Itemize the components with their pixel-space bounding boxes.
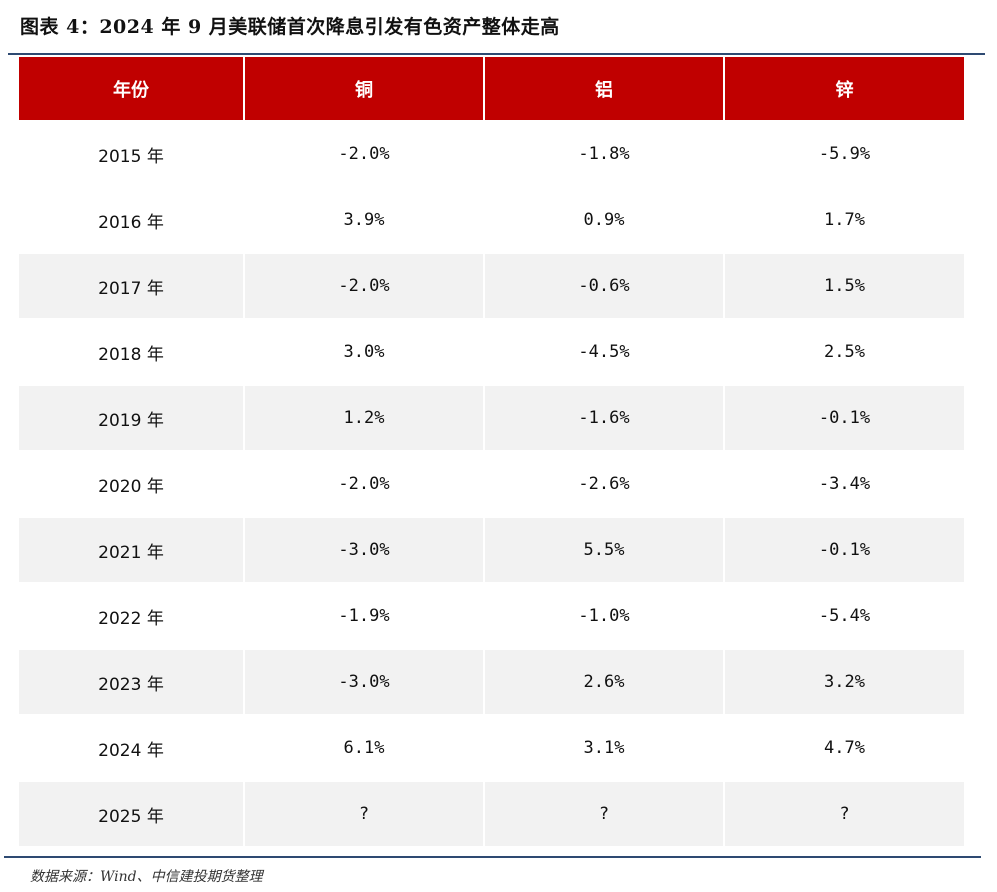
aluminum-cell: -1.0%: [578, 606, 630, 626]
zinc-cell: 3.2%: [725, 650, 964, 714]
copper-cell: ?: [245, 782, 483, 846]
year-cell: 2018 年: [98, 344, 164, 365]
zinc-cell: -3.4%: [818, 474, 871, 494]
source-note: 数据来源：Wind、中信建投期货整理: [30, 869, 263, 885]
zinc-cell: 4.7%: [824, 738, 865, 758]
aluminum-cell: -2.6%: [578, 474, 630, 494]
zinc-cell: -5.9%: [818, 144, 871, 164]
table-row: 2022 年 -1.9% -1.0% -5.4%: [19, 584, 964, 648]
header-copper: 铜: [245, 57, 483, 120]
zinc-cell: -0.1%: [725, 386, 964, 450]
aluminum-cell: ?: [485, 782, 723, 846]
table-body: 2015 年 -2.0% -1.8% -5.9% 2016 年 3.9% 0.9% 1.7% 2…: [19, 122, 964, 846]
header-zinc: 锌: [725, 57, 964, 120]
copper-cell: -3.0%: [245, 650, 483, 714]
zinc-cell: 2.5%: [824, 342, 865, 362]
aluminum-cell: 3.1%: [583, 738, 625, 758]
bottom-rule: [4, 856, 981, 858]
table-row: 2023 年 -3.0% 2.6% 3.2%: [19, 650, 964, 714]
aluminum-cell: -1.8%: [578, 144, 630, 164]
aluminum-cell: -0.6%: [485, 254, 723, 318]
aluminum-cell: 2.6%: [485, 650, 723, 714]
table-header-row: 年份 铜 铝 锌: [19, 57, 964, 120]
aluminum-cell: 5.5%: [485, 518, 723, 582]
table-row: 2016 年 3.9% 0.9% 1.7%: [19, 188, 964, 252]
copper-cell: 3.0%: [343, 342, 385, 362]
year-cell: 2020 年: [98, 476, 164, 497]
header-year: 年份: [19, 57, 243, 120]
table-row: 2018 年 3.0% -4.5% 2.5%: [19, 320, 964, 384]
returns-table: 年份 铜 铝 锌 2015 年 -2.0% -1.8% -5.9% 2016 年 3.9%…: [17, 55, 966, 848]
zinc-cell: ?: [725, 782, 964, 846]
table-row: 2024 年 6.1% 3.1% 4.7%: [19, 716, 964, 780]
table-row: 2017 年 -2.0% -0.6% 1.5%: [19, 254, 964, 318]
year-cell: 2015 年: [98, 146, 164, 167]
year-cell: 2024 年: [98, 740, 164, 761]
zinc-cell: 1.7%: [824, 210, 865, 230]
table-row: 2025 年???: [19, 782, 964, 846]
copper-cell: 1.2%: [245, 386, 483, 450]
year-cell: 2017 年: [19, 254, 243, 318]
table-row: 2021 年 -3.0% 5.5% -0.1%: [19, 518, 964, 582]
table-row: 2020 年 -2.0% -2.6% -3.4%: [19, 452, 964, 516]
table-row: 2019 年 1.2% -1.6% -0.1%: [19, 386, 964, 450]
copper-cell: -2.0%: [338, 144, 390, 164]
zinc-cell: -5.4%: [818, 606, 871, 626]
copper-cell: -2.0%: [245, 254, 483, 318]
top-rule: [8, 53, 985, 55]
table-row: 2015 年 -2.0% -1.8% -5.9%: [19, 122, 964, 186]
copper-cell: -2.0%: [338, 474, 390, 494]
header-aluminum: 铝: [485, 57, 723, 120]
aluminum-cell: 0.9%: [583, 210, 625, 230]
year-cell: 2023 年: [19, 650, 243, 714]
zinc-cell: 1.5%: [725, 254, 964, 318]
year-cell: 2022 年: [98, 608, 164, 629]
figure-title: 图表 4：2024 年 9 月美联储首次降息引发有色资产整体走高: [20, 16, 560, 38]
zinc-cell: -0.1%: [725, 518, 964, 582]
copper-cell: -1.9%: [338, 606, 390, 626]
year-cell: 2016 年: [98, 212, 164, 233]
year-cell: 2021 年: [19, 518, 243, 582]
year-cell: 2025 年: [19, 782, 243, 846]
aluminum-cell: -4.5%: [578, 342, 630, 362]
year-cell: 2019 年: [19, 386, 243, 450]
copper-cell: -3.0%: [245, 518, 483, 582]
aluminum-cell: -1.6%: [485, 386, 723, 450]
copper-cell: 6.1%: [343, 738, 385, 758]
copper-cell: 3.9%: [343, 210, 385, 230]
